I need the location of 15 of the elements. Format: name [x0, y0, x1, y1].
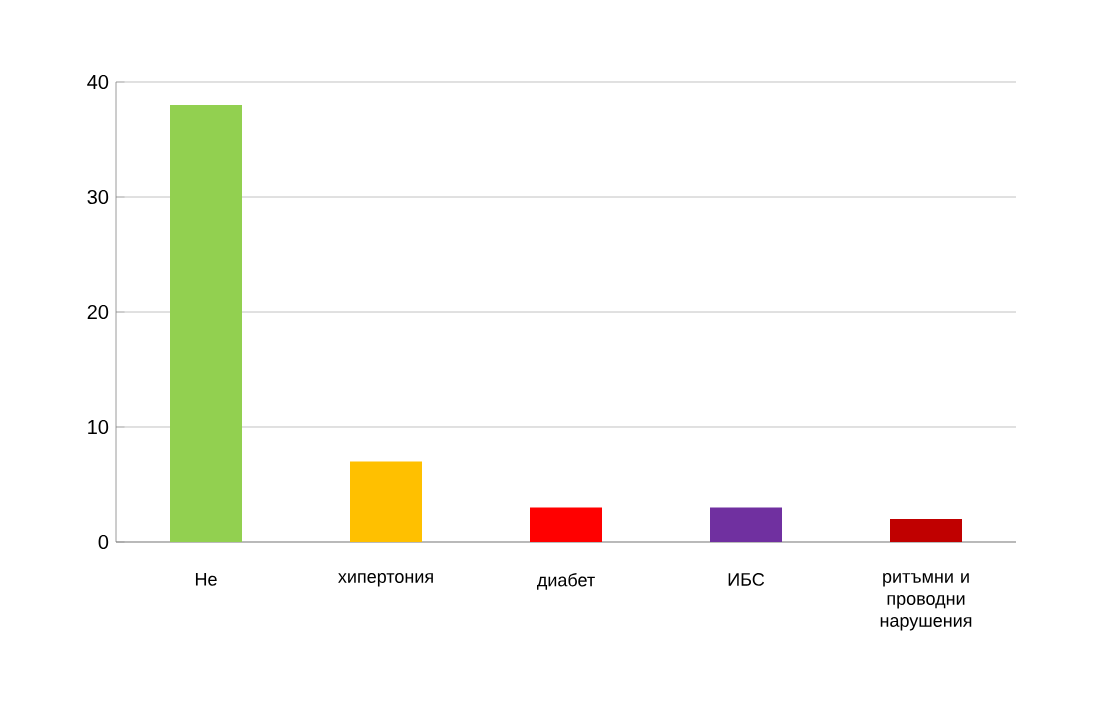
y-tick-label: 10 — [88, 419, 109, 435]
x-tick-label: диабет — [537, 573, 595, 590]
x-tick-label: ИБС — [728, 573, 765, 586]
y-tick-label: 30 — [87, 189, 109, 205]
y-tick-label: 40 — [87, 74, 109, 90]
bar — [350, 461, 423, 542]
bar — [170, 104, 243, 542]
x-tick-label: ритъмни и проводни нарушения — [880, 573, 972, 631]
y-tick-label: 0 — [98, 534, 109, 550]
x-tick-label: Не — [195, 573, 217, 586]
x-tick-label: хипертония — [338, 573, 433, 587]
bar — [890, 519, 963, 542]
bar — [530, 507, 603, 542]
y-tick-label: 20 — [87, 304, 109, 320]
bar — [710, 507, 783, 542]
